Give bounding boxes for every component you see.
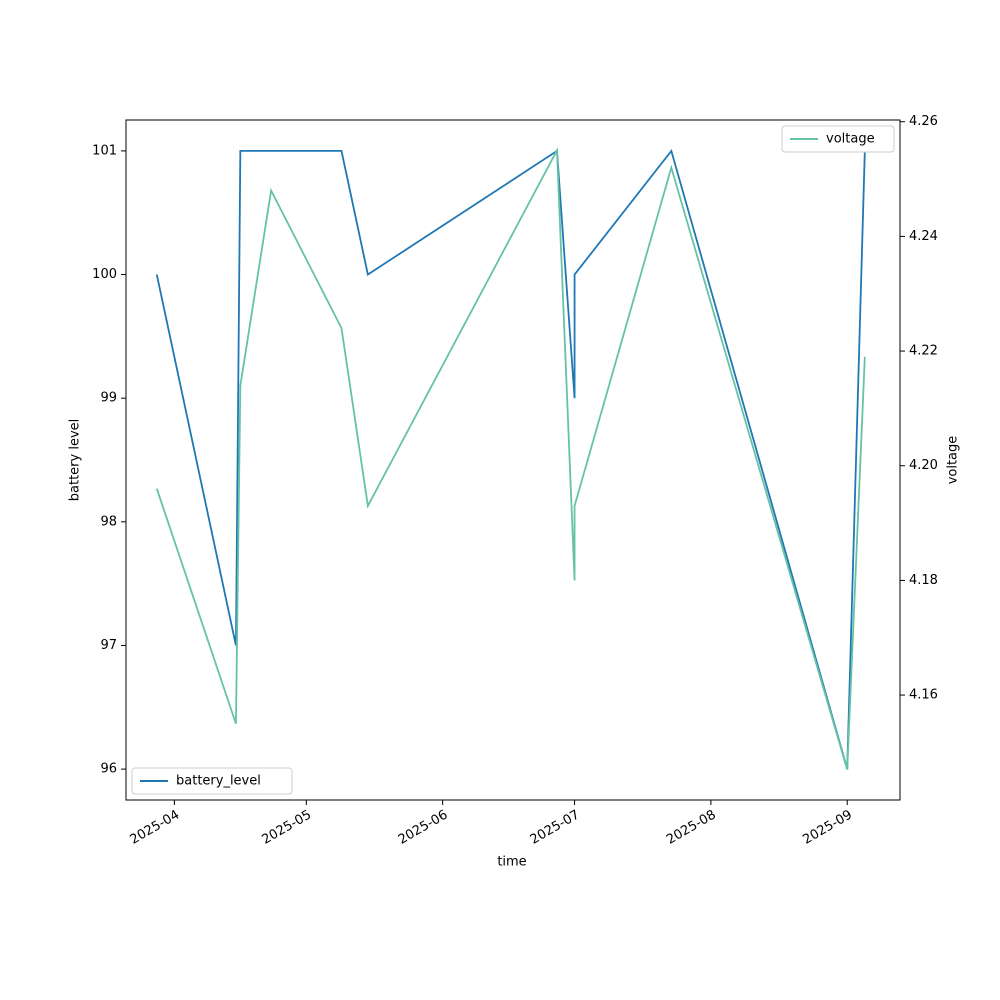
x-axis-label: time xyxy=(497,855,526,870)
y2-tick-label: 4.18 xyxy=(909,573,938,588)
y2-tick-label: 4.20 xyxy=(909,458,938,473)
y-axis-label: battery level xyxy=(68,419,83,502)
x-tick-label: 2025-08 xyxy=(664,808,719,848)
x-tick-label: 2025-06 xyxy=(396,808,451,848)
line xyxy=(155,147,866,770)
legend-label: voltage xyxy=(826,132,875,147)
y-tick-label: 96 xyxy=(100,762,117,777)
y2-tick-label: 4.22 xyxy=(909,344,938,359)
y2-tick-label: 4.16 xyxy=(909,688,938,703)
y2-tick-label: 4.26 xyxy=(909,114,938,129)
y-tick-label: 100 xyxy=(92,267,117,282)
legend: voltage xyxy=(781,125,895,153)
legend: battery_level xyxy=(131,767,293,795)
legend-label: battery_level xyxy=(176,774,261,789)
legend-box xyxy=(131,767,293,795)
plot-frame xyxy=(125,119,901,801)
x-tick-label: 2025-04 xyxy=(128,808,183,848)
y-tick-label: 101 xyxy=(92,143,117,158)
x-tick-label: 2025-09 xyxy=(800,808,855,848)
y-tick-label: 97 xyxy=(100,638,117,653)
legend-box xyxy=(781,125,895,153)
y2-tick-label: 4.24 xyxy=(909,229,938,244)
x-tick-label: 2025-07 xyxy=(528,808,583,848)
y2-axis-label: voltage xyxy=(946,436,961,485)
x-tick-label: 2025-05 xyxy=(260,808,315,848)
y-tick-label: 98 xyxy=(100,514,117,529)
line xyxy=(155,148,866,770)
y-tick-label: 99 xyxy=(100,391,117,406)
